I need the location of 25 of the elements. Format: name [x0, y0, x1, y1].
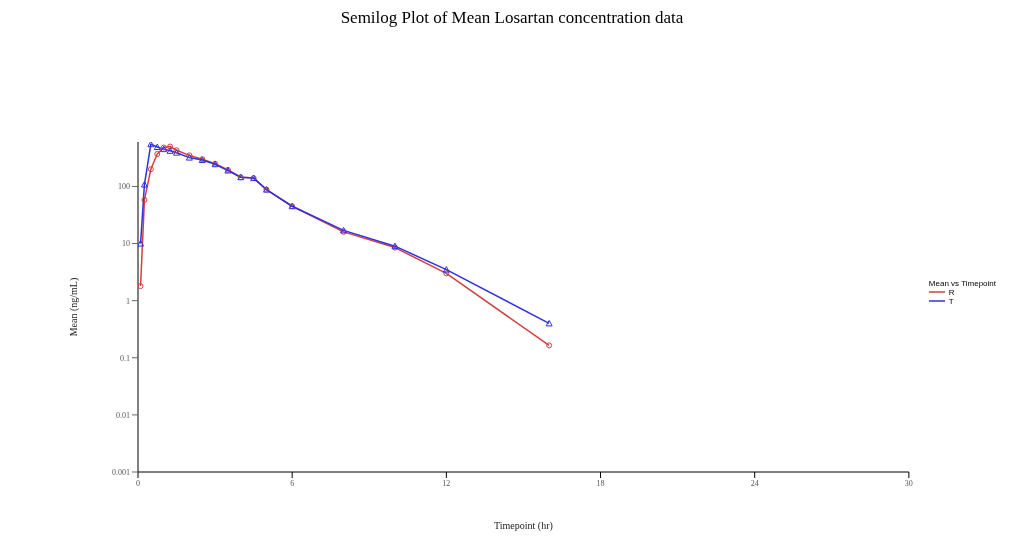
point — [138, 240, 145, 247]
x-tick-label: 24 — [750, 478, 759, 488]
point — [442, 266, 450, 273]
point — [545, 319, 553, 327]
y-axis-title: Mean (ng/mL) — [67, 277, 80, 337]
legend-label: T — [948, 296, 954, 306]
point — [147, 142, 155, 148]
point — [153, 143, 161, 151]
point — [140, 181, 148, 188]
x-tick-label: 6 — [290, 478, 295, 488]
legend-title: Mean vs Timepoint — [928, 278, 996, 288]
chart-title: Semilog Plot of Mean Losartan concentration data — [339, 8, 685, 29]
x-axis-title: Timepoint (hr) — [494, 520, 553, 533]
x-tick-label: 12 — [442, 478, 451, 488]
y-tick-label: 10 — [122, 239, 130, 249]
y-tick-label: 0.1 — [120, 353, 130, 363]
x-tick-label: 0 — [136, 478, 140, 488]
legend-label: R — [948, 287, 955, 297]
point — [166, 147, 174, 154]
y-tick-label: 1 — [126, 296, 130, 306]
x-tick-label: 30 — [904, 478, 913, 488]
y-tick-label: 100 — [118, 182, 130, 192]
x-tick-label: 18 — [596, 478, 605, 488]
y-tick-label: 0.01 — [116, 410, 130, 420]
y-tick-label: 0.001 — [112, 467, 130, 477]
